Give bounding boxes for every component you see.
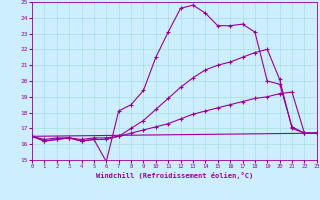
X-axis label: Windchill (Refroidissement éolien,°C): Windchill (Refroidissement éolien,°C) xyxy=(96,172,253,179)
